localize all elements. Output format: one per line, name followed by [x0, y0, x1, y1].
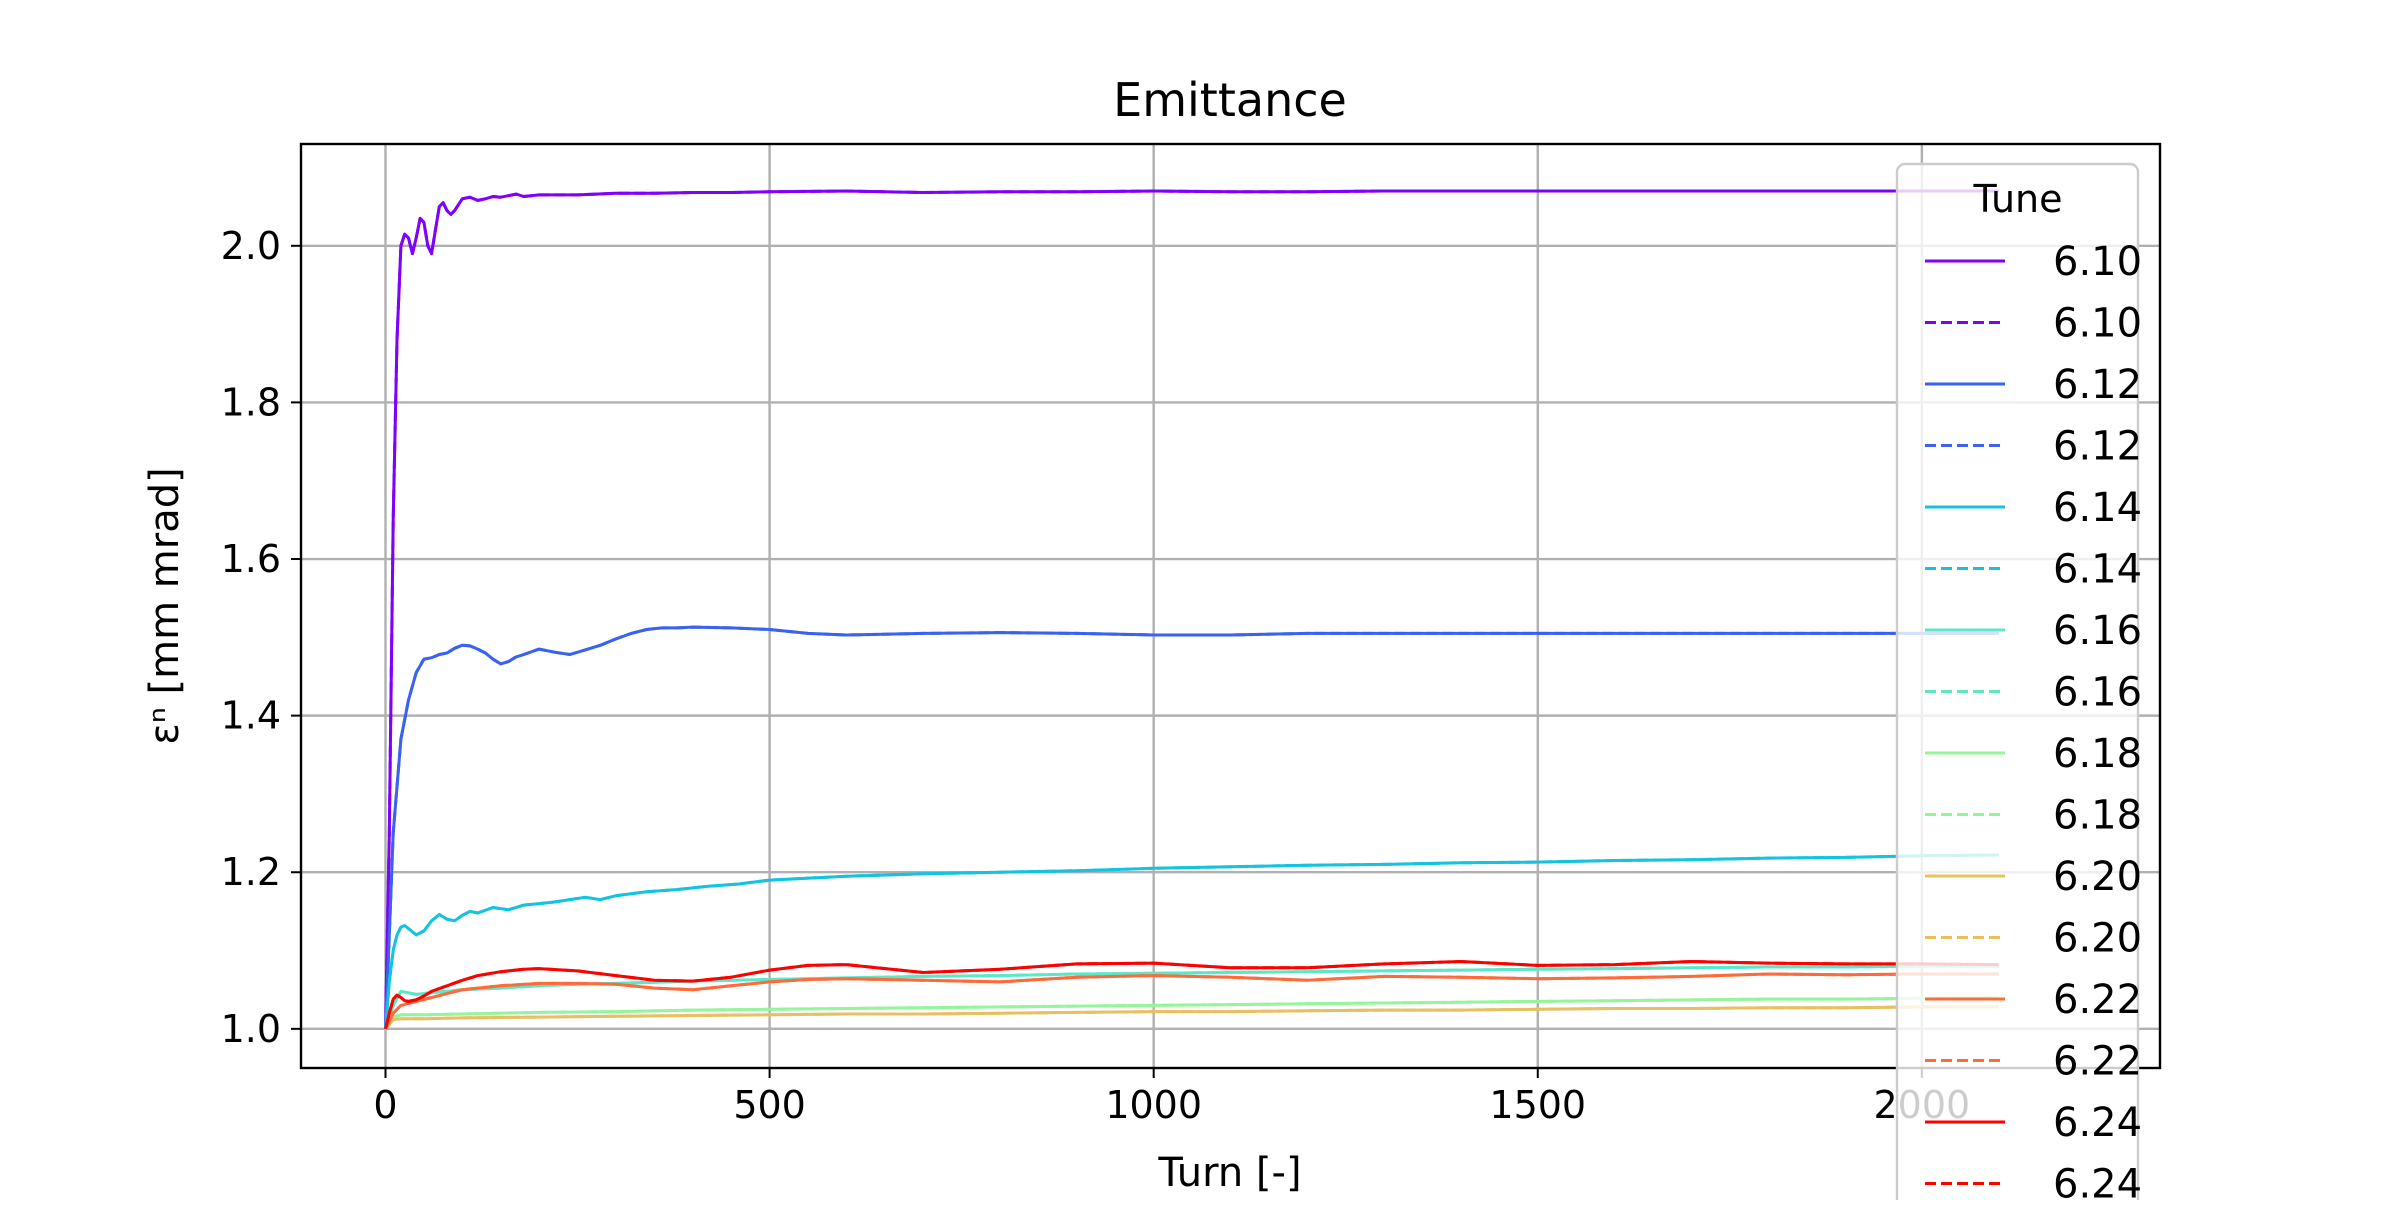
- legend-box: [1895, 162, 2140, 1205]
- y-tick-label: 1.4: [221, 694, 281, 738]
- series-line-6-16-dashed: [384, 964, 1999, 1030]
- y-tick-label: 2.0: [221, 224, 281, 268]
- x-tick-label: 500: [733, 1083, 806, 1127]
- legend-label: 6.20: [2053, 916, 2142, 962]
- legend-label: 6.12: [2053, 362, 2142, 408]
- legend-label: 6.18: [2053, 793, 2142, 839]
- series-line-6-12-dashed: [384, 625, 1999, 1029]
- chart-title: Emittance: [1113, 73, 1347, 127]
- y-tick-label: 1.8: [221, 380, 281, 424]
- series-line-6-22-dashed: [384, 972, 1999, 1030]
- legend-title: Tune: [1973, 177, 2063, 221]
- legend-label: 6.18: [2053, 731, 2142, 777]
- y-tick-label: 1.0: [221, 1007, 281, 1051]
- x-axis-label: Turn [-]: [1157, 1150, 1301, 1196]
- legend-label: 6.22: [2053, 977, 2142, 1023]
- y-axis-label: εⁿ [mm mrad]: [142, 467, 188, 744]
- legend-label: 6.12: [2053, 424, 2142, 470]
- series-line-6-10-dashed: [384, 189, 1999, 1029]
- series-line-6-14-dashed: [384, 853, 1999, 1029]
- x-tick-label: 0: [373, 1083, 397, 1127]
- legend-label: 6.14: [2053, 547, 2142, 593]
- y-tick-label: 1.2: [221, 850, 281, 894]
- legend-label: 6.22: [2053, 1039, 2142, 1085]
- x-tick-label: 1500: [1489, 1083, 1586, 1127]
- series-lines: [384, 189, 1999, 1030]
- series-line-6-20-dashed: [384, 1005, 1999, 1030]
- series-line-6-18-dashed: [384, 996, 1999, 1030]
- x-tick-label: 1000: [1105, 1083, 1202, 1127]
- legend-label: 6.10: [2053, 301, 2142, 347]
- series-line-6-24-dashed: [384, 960, 1999, 1030]
- legend-label: 6.16: [2053, 670, 2142, 716]
- legend-label: 6.14: [2053, 485, 2142, 531]
- legend: Tune 6.10 6.10 6.12 6.12 6.14 6.14 6.16 6.16 6.1…: [1895, 162, 2142, 1205]
- legend-label: 6.16: [2053, 608, 2142, 654]
- legend-label: 6.24: [2053, 1100, 2142, 1146]
- legend-label: 6.20: [2053, 854, 2142, 900]
- y-tick-label: 1.6: [221, 537, 281, 581]
- legend-label: 6.24: [2053, 1162, 2142, 1201]
- grid-lines: [301, 144, 2160, 1068]
- plot-frame: [299, 142, 2162, 1070]
- legend-label: 6.10: [2053, 239, 2142, 285]
